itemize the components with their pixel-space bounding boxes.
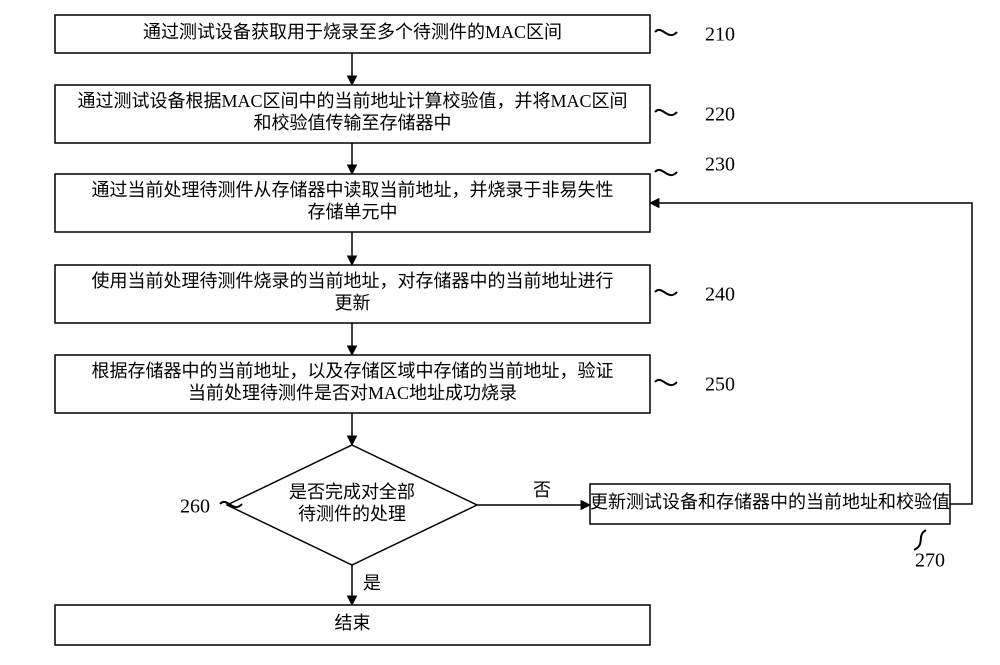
flowchart-svg: 否是 通过测试设备获取用于烧录至多个待测件的MAC区间 210 通过测试设备根据MAC…	[0, 0, 1000, 665]
edge-n270-n230	[650, 203, 972, 504]
tilde-230	[655, 170, 677, 175]
step-label-250: 250	[705, 374, 735, 396]
node-text-n220-1: 和校验值传输至存储器中	[254, 113, 452, 133]
node-text-n240-1: 更新	[335, 293, 371, 313]
node-text-n230-1: 存储单元中	[308, 202, 398, 222]
node-text-n250-1: 当前处理待测件是否对MAC地址成功烧录	[188, 383, 517, 403]
step-label-220: 220	[705, 104, 735, 126]
tilde-250	[655, 380, 677, 385]
step-label-210: 210	[705, 24, 735, 46]
step-label-270: 270	[915, 550, 945, 572]
node-text-n210-0: 通过测试设备获取用于烧录至多个待测件的MAC区间	[143, 22, 562, 42]
step-label-230: 230	[705, 154, 735, 176]
node-text-n260-1: 待测件的处理	[298, 504, 406, 524]
node-text-nend-0: 结束	[335, 613, 371, 633]
node-text-n230-0: 通过当前处理待测件从存储器中读取当前地址，并烧录于非易失性	[92, 180, 614, 200]
node-text-n260-0: 是否完成对全部	[289, 482, 415, 502]
node-text-n240-0: 使用当前处理待测件烧录的当前地址，对存储器中的当前地址进行	[92, 271, 614, 291]
tilde-210	[655, 30, 677, 35]
tilde-240	[655, 290, 677, 295]
step-label-240: 240	[705, 284, 735, 306]
step-label-260: 260	[180, 496, 210, 518]
edge-label: 是	[363, 573, 381, 593]
tilde-270	[914, 530, 926, 550]
tilde-220	[655, 110, 677, 115]
node-text-n250-0: 根据存储器中的当前地址，以及存储区域中存储的当前地址，验证	[92, 361, 614, 381]
edge-label: 否	[533, 480, 551, 500]
node-text-n220-0: 通过测试设备根据MAC区间中的当前地址计算校验值，并将MAC区间	[77, 91, 627, 111]
node-text-n270-0: 更新测试设备和存储器中的当前地址和校验值	[590, 492, 950, 512]
